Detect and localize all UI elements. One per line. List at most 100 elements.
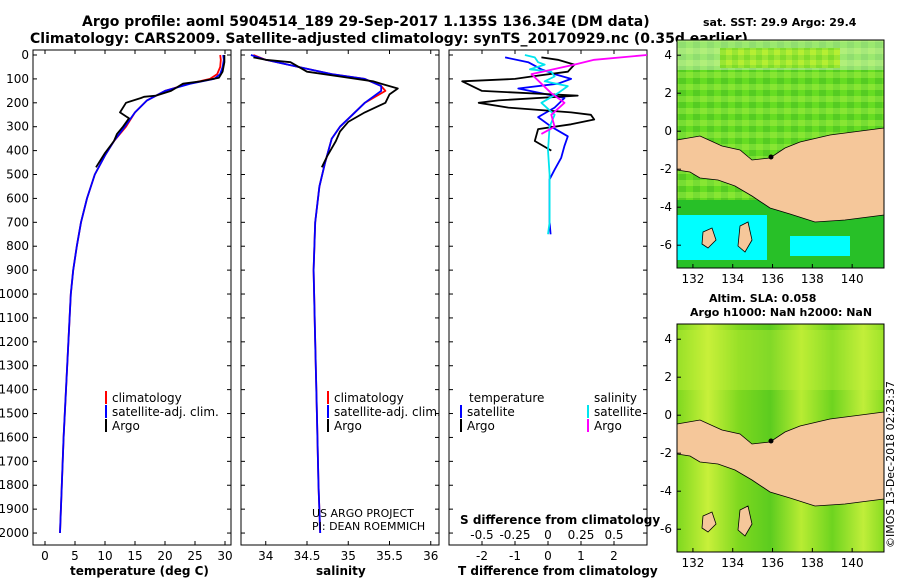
map-ytick-label: -6 — [660, 522, 672, 536]
map-xtick-label: 140 — [841, 272, 864, 286]
sla-map-frame — [676, 323, 885, 553]
s-difference-tick-labels: -0.5 -0.25 0 0.25 0.5 — [470, 528, 623, 542]
s-difference-tick-label: -0.25 — [499, 528, 530, 542]
series-t-argo — [461, 56, 596, 152]
series-argo — [253, 56, 399, 168]
sla-map — [677, 324, 884, 552]
difference-legend: temperature salinity satellite Argo sate… — [460, 391, 642, 433]
depth-tick-label: 2000 — [0, 526, 29, 540]
series-satellite-adj-clim- — [250, 54, 383, 534]
sla-band — [677, 330, 884, 390]
depth-tick-label: 200 — [6, 96, 29, 110]
difference-xtick-label: 1 — [577, 549, 585, 563]
s-difference-tick-label: 0.5 — [604, 528, 623, 542]
map-xtick-label: 138 — [801, 272, 824, 286]
temperature-xtick-label: 30 — [217, 549, 232, 563]
series-s-satellite — [524, 54, 569, 235]
salinity-xtick-label: 34 — [258, 549, 273, 563]
map-ytick-label: 4 — [664, 48, 672, 62]
difference-xtick-label: 2 — [610, 549, 618, 563]
map-xtick-label: 138 — [801, 556, 824, 570]
map-ytick-label: 0 — [664, 124, 672, 138]
depth-tick-label: 1000 — [0, 287, 29, 301]
s-difference-tick-label: -0.5 — [470, 528, 493, 542]
map-ytick-label: -6 — [660, 238, 672, 252]
depth-tick-label: 1800 — [0, 478, 29, 492]
s-difference-tick-label: 0.25 — [568, 528, 595, 542]
temperature-xtick-label: 25 — [187, 549, 202, 563]
sst-land-island — [701, 227, 717, 249]
sla-land-island — [737, 505, 753, 537]
temperature-panel-frame — [32, 49, 232, 546]
sst-map — [677, 40, 884, 268]
temperature-series — [59, 54, 226, 534]
map-ytick-label: 2 — [664, 86, 672, 100]
salinity-panel-frame — [240, 49, 440, 546]
sst-map-frame — [676, 39, 885, 269]
salinity-xtick-label: 36 — [423, 549, 438, 563]
sst-land-island — [737, 221, 753, 253]
map-xtick-label: 136 — [761, 272, 784, 286]
temperature-x-axis: 0 5 10 15 20 25 30 — [33, 50, 233, 563]
sst-map-title: sat. SST: 29.9 Argo: 29.4 — [703, 16, 857, 29]
series-s-argo — [530, 54, 647, 135]
sla-map-title-line2: Argo h1000: NaN h2000: NaN — [690, 306, 872, 319]
difference-axis-label: T difference from climatology — [458, 564, 658, 578]
sst-map-axes: 132 134 136 138 140 4 2 0 -2 -4 -6 — [660, 48, 864, 286]
salinity-axis-label: salinity — [316, 564, 366, 578]
temperature-legend: climatology satellite-adj. clim. Argo — [105, 391, 219, 433]
sst-land-newguinea — [677, 127, 884, 223]
map-xtick-label: 140 — [841, 556, 864, 570]
map-ytick-label: 0 — [664, 408, 672, 422]
depth-tick-label: 800 — [6, 239, 29, 253]
map-ytick-label: -4 — [660, 484, 672, 498]
salinity-x-axis: 34 34.5 35 35.5 36 — [241, 50, 439, 563]
difference-xtick-label: 0 — [544, 549, 552, 563]
depth-tick-label: 700 — [6, 215, 29, 229]
map-xtick-label: 132 — [681, 556, 704, 570]
map-xtick-label: 134 — [721, 556, 744, 570]
credit-line2: PI: DEAN ROEMMICH — [312, 520, 425, 533]
map-ytick-label: -2 — [660, 162, 672, 176]
map-xtick-label: 132 — [681, 272, 704, 286]
map-ytick-label: 2 — [664, 370, 672, 384]
sst-cyan-patch — [677, 215, 767, 260]
legend-label-argo: Argo — [334, 419, 362, 433]
difference-series — [461, 54, 647, 235]
salinity-xtick-label: 35.5 — [376, 549, 403, 563]
salinity-xtick-label: 34.5 — [294, 549, 321, 563]
depth-tick-label: 400 — [6, 144, 29, 158]
legend-label-climatology: climatology — [112, 391, 182, 405]
depth-tick-label: 1100 — [0, 311, 29, 325]
depth-tick-label: 1400 — [0, 383, 29, 397]
map-ytick-label: 4 — [664, 332, 672, 346]
series-climatology — [59, 54, 222, 534]
sla-map-axes: 132 134 136 138 140 4 2 0 -2 -4 -6 — [660, 332, 864, 570]
legend-label-t-argo: Argo — [467, 419, 495, 433]
difference-xtick-label: -1 — [509, 549, 521, 563]
depth-tick-label: 500 — [6, 168, 29, 182]
legend-label-argo: Argo — [112, 419, 140, 433]
legend-label-satellite: satellite-adj. clim. — [334, 405, 441, 419]
temperature-xtick-label: 15 — [127, 549, 142, 563]
depth-tick-label: 1500 — [0, 407, 29, 421]
salinity-series — [250, 54, 399, 534]
temperature-xtick-label: 5 — [71, 549, 79, 563]
legend-label-s-satellite: satellite — [594, 405, 642, 419]
s-difference-axis-label: S difference from climatology — [460, 513, 660, 527]
sst-warm-band — [720, 48, 840, 68]
temperature-axis-label: temperature (deg C) — [70, 564, 209, 578]
depth-axis: 0 100 200 300 400 500 600 700 800 900 1000 1100 1200… — [0, 48, 29, 540]
map-ytick-label: -4 — [660, 200, 672, 214]
temperature-xtick-label: 0 — [41, 549, 49, 563]
figure-title-line2: Climatology: CARS2009. Satellite-adjuste… — [30, 31, 748, 47]
sst-cyan-patch-east — [790, 236, 850, 256]
depth-tick-label: 1700 — [0, 454, 29, 468]
depth-tick-label: 900 — [6, 263, 29, 277]
sla-argo-location-marker — [768, 438, 774, 444]
legend-label-s-argo: Argo — [594, 419, 622, 433]
depth-tick-label: 1600 — [0, 430, 29, 444]
credit-line1: US ARGO PROJECT — [312, 507, 414, 520]
map-xtick-label: 136 — [761, 556, 784, 570]
